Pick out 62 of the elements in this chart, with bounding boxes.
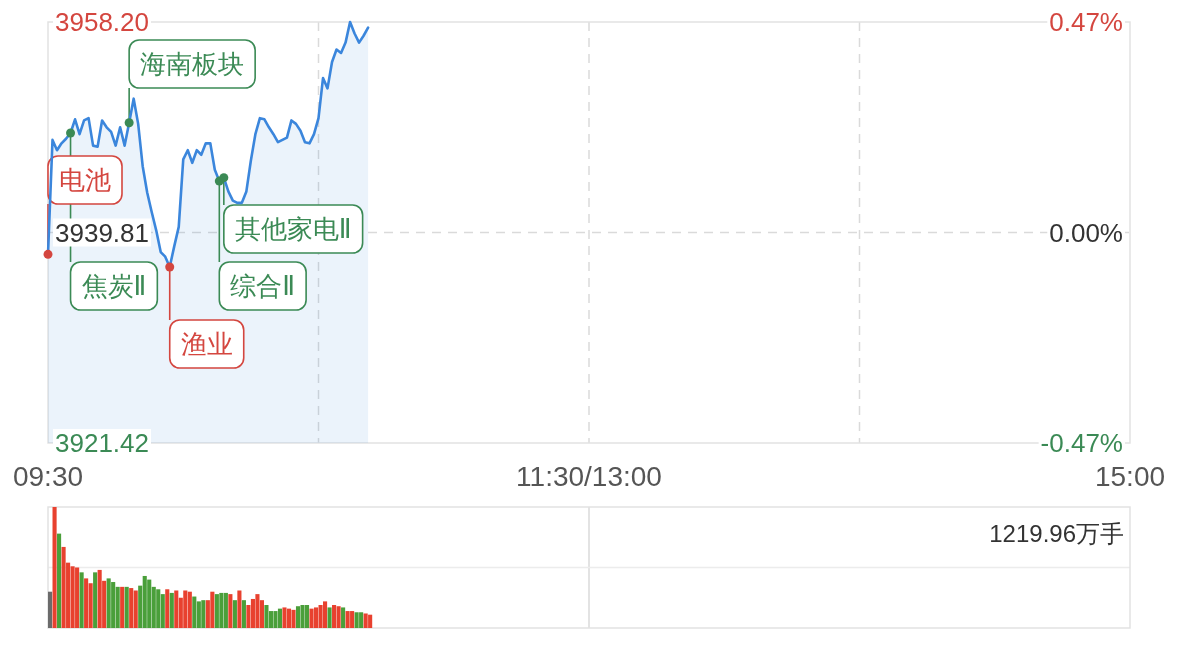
bar [115,586,120,628]
bar [196,601,201,628]
bar [210,591,215,628]
bar [291,609,296,628]
bar [368,614,373,628]
bar [84,578,89,628]
bar [97,569,102,628]
bar [273,611,278,628]
bar [201,600,206,628]
bar [327,607,332,628]
bar [250,598,255,628]
bar [336,606,341,628]
bar [332,605,337,628]
bar [341,607,346,628]
bar [79,572,84,628]
bar [359,612,364,628]
bar [219,592,224,628]
annotation: 1219.96万手 [989,519,1124,547]
bar [70,566,75,628]
bar [120,586,125,628]
bar [48,591,53,628]
bar [228,594,233,628]
bar [354,612,359,628]
bar [142,575,147,628]
bar [129,588,134,628]
bar [174,590,179,628]
bar [363,613,368,628]
bar [52,507,57,628]
bar [345,611,350,628]
bar [318,605,323,628]
bar [223,592,228,628]
bar [309,608,314,628]
bar [187,591,192,628]
bar [313,607,319,628]
bar [147,579,152,628]
bar [183,590,188,628]
bar [255,594,260,628]
bar [156,589,161,628]
bar [264,605,269,628]
bar [192,596,197,628]
bar [300,605,305,628]
bar [169,592,174,628]
bar [75,567,80,628]
bar [61,546,66,628]
bar [282,607,287,628]
bar [237,590,242,628]
bar [165,589,170,628]
bar [304,605,310,628]
bar [93,572,98,628]
bar [295,606,301,628]
bar [286,608,292,628]
bar [133,590,138,628]
bar [323,601,328,628]
bar [57,533,62,628]
bar [232,600,237,628]
bar [214,594,219,628]
bar [277,608,283,628]
bar [350,611,355,628]
bar [106,578,111,628]
bar [124,586,129,628]
bar [111,582,116,628]
bar [241,600,246,628]
